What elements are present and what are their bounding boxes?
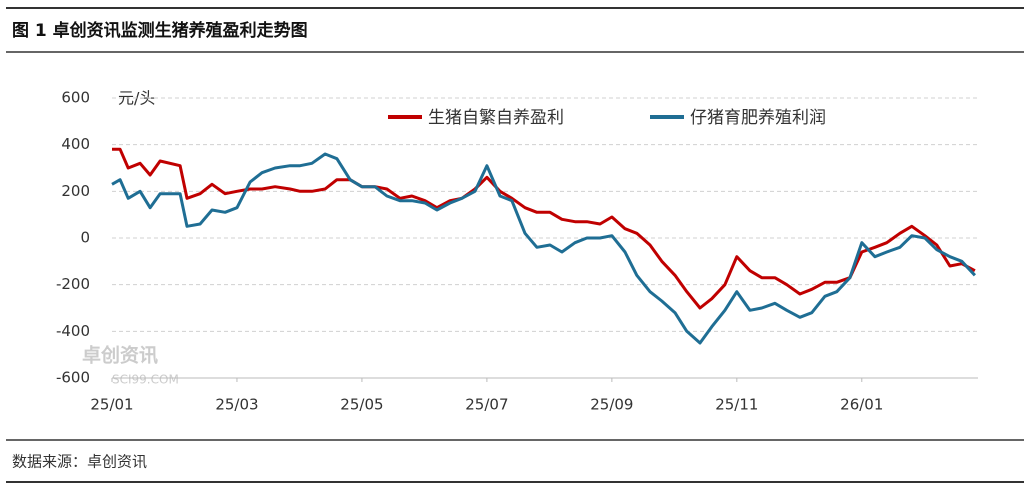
y-tick-label: -600 (56, 369, 90, 387)
chart-title: 图 1 卓创资讯监测生猪养殖盈利走势图 (12, 20, 308, 41)
source: 数据来源：卓创资讯 (12, 453, 147, 471)
x-tick-label: 25/01 (90, 396, 133, 414)
line-series (111, 152, 976, 345)
watermark: 卓创资讯 (82, 344, 158, 367)
y-tick-label: 600 (61, 89, 90, 107)
x-tick-label: 25/09 (590, 396, 633, 414)
x-tick-label: 25/05 (340, 396, 383, 414)
y-tick-label: 0 (80, 229, 90, 247)
y-tick-label: 400 (61, 135, 90, 153)
x-tick-label: 25/11 (715, 396, 758, 414)
legend-label: 仔猪育肥养殖利润 (690, 108, 826, 128)
x-tick-label: 26/01 (840, 396, 883, 414)
y-tick-label: -200 (56, 275, 90, 293)
y-tick-label: -400 (56, 322, 90, 340)
x-tick-label: 25/03 (215, 396, 258, 414)
x-tick-label: 25/07 (465, 396, 508, 414)
watermark: SCI99.COM (112, 373, 179, 387)
legend-label: 生猪自繁自养盈利 (428, 108, 564, 128)
y-tick-label: 200 (61, 182, 90, 200)
